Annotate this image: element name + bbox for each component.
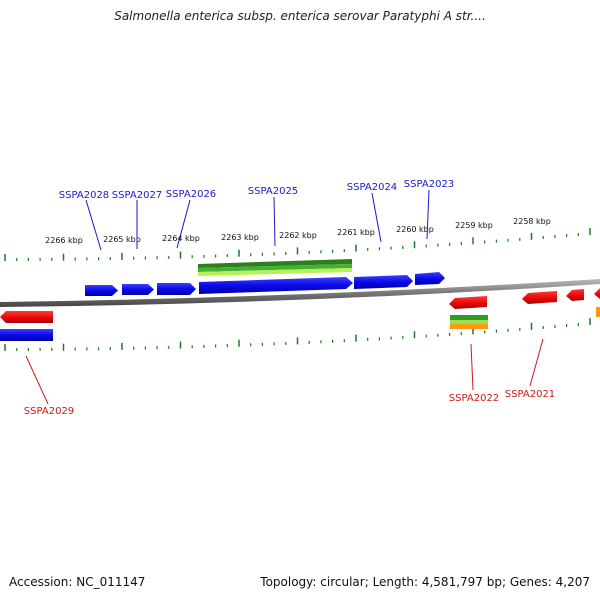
gene-label-forward[interactable]: SSPA2025 [248, 186, 298, 197]
gene-arrow-forward[interactable] [415, 272, 445, 285]
topology-label: Topology: [260, 575, 317, 589]
gene-label-forward[interactable]: SSPA2028 [59, 190, 109, 201]
gene-arrow-reverse[interactable] [0, 311, 53, 323]
accession-label: Accession: [9, 575, 73, 589]
gene-label-forward[interactable]: SSPA2023 [404, 179, 454, 190]
scale-label: 2265 kbp [103, 235, 141, 244]
gene-arrow-forward[interactable] [354, 275, 413, 289]
scale-label: 2264 kbp [162, 234, 200, 243]
accession-info: Accession: NC_011147 [9, 575, 145, 589]
gene-leader-lines [25, 189, 544, 405]
length-value: 4,581,797 bp [421, 575, 502, 589]
genes-value: 4,207 [555, 575, 590, 589]
forward-genes [0, 272, 445, 341]
scale-label: 2266 kbp [45, 236, 83, 245]
gene-label-forward[interactable]: SSPA2026 [166, 189, 216, 200]
upper-tick-track [4, 228, 591, 261]
scale-label: 2263 kbp [221, 233, 259, 242]
length-label: Length: [372, 575, 419, 589]
gene-bar-forward[interactable] [0, 329, 53, 341]
feature-band-reverse [450, 307, 600, 329]
map-title: Salmonella enterica subsp. enterica sero… [114, 9, 486, 23]
gene-label-forward[interactable]: SSPA2027 [112, 190, 162, 201]
gene-labels: SSPA2028 SSPA2027 SSPA2026 SSPA2025 SSPA… [24, 179, 555, 417]
gene-arrow-reverse[interactable] [594, 288, 600, 299]
gene-label-forward[interactable]: SSPA2024 [347, 182, 397, 193]
scale-label: 2262 kbp [279, 231, 317, 240]
gene-label-reverse[interactable]: SSPA2022 [449, 393, 499, 404]
scale-label: 2261 kbp [337, 228, 375, 237]
gene-label-reverse[interactable]: SSPA2021 [505, 389, 555, 400]
gene-arrow-reverse[interactable] [566, 289, 584, 301]
gene-arrow-forward[interactable] [85, 285, 118, 296]
gene-arrow-forward[interactable] [199, 277, 353, 294]
gene-label-reverse[interactable]: SSPA2029 [24, 406, 74, 417]
scale-label: 2258 kbp [513, 217, 551, 226]
gene-arrow-reverse[interactable] [522, 291, 557, 304]
reverse-genes [0, 288, 600, 323]
scale-label: 2259 kbp [455, 221, 493, 230]
feature-band-forward [198, 259, 352, 276]
gene-arrow-reverse[interactable] [449, 296, 487, 309]
genes-label: Genes: [509, 575, 552, 589]
gene-arrow-forward[interactable] [157, 283, 196, 295]
genome-backbone [0, 279, 600, 307]
gene-arrow-forward[interactable] [122, 284, 154, 295]
genome-summary: Topology: circular; Length: 4,581,797 bp… [260, 575, 590, 589]
accession-value: NC_011147 [76, 575, 146, 589]
scale-labels: 2266 kbp 2265 kbp 2264 kbp 2263 kbp 2262… [45, 217, 551, 245]
lower-tick-track [4, 318, 591, 351]
scale-label: 2260 kbp [396, 225, 434, 234]
topology-value: circular [320, 575, 365, 589]
